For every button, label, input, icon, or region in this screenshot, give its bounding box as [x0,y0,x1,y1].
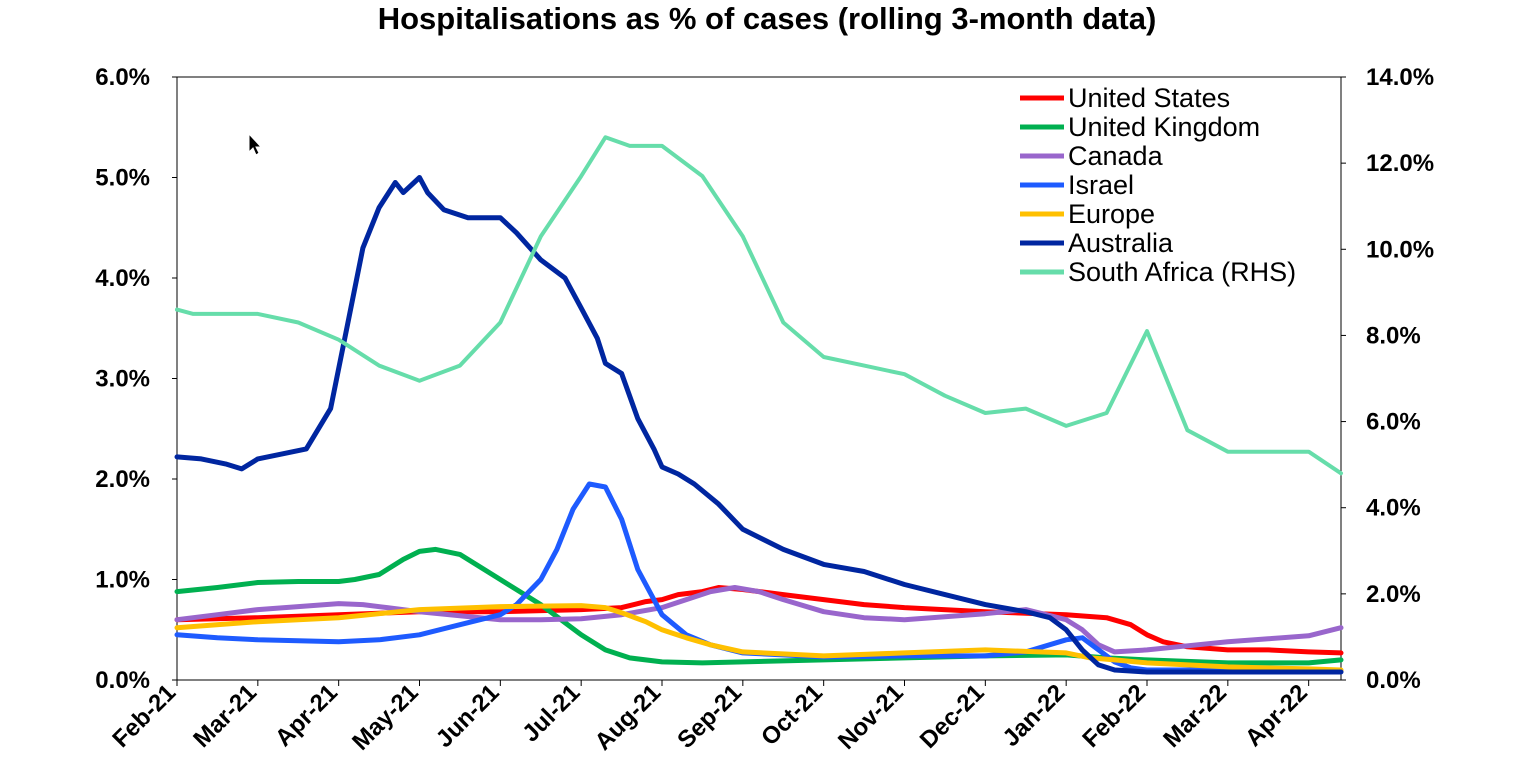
series-line-europe [174,603,1344,673]
y-right-tick-label: 14.0% [1366,64,1434,91]
series-line-canada [174,585,1344,655]
x-tick-label: Nov-21 [833,679,909,755]
y-right-tick-label: 12.0% [1366,150,1434,177]
series-lines [174,135,1344,675]
mouse-cursor-icon [248,132,263,156]
series-line-south-africa-rhs [175,135,1343,476]
x-tick-label: Jul-21 [517,679,585,747]
y-axis-left: 0.0% 1.0% 2.0% 3.0% 4.0% 5.0% 6.0% [95,64,177,694]
legend-label-australia: Australia [1068,228,1174,258]
legend-label-united-kingdom: United Kingdom [1068,112,1260,142]
y-left-tick-label: 5.0% [95,165,150,192]
y-axis-right: 0.0% 2.0% 4.0% 6.0% 8.0% 10.0% 12.0% 14.0% [1341,64,1434,694]
y-right-tick-label: 0.0% [1366,667,1421,694]
x-tick-label: Mar-21 [188,679,262,753]
x-tick-label: Dec-21 [915,679,990,754]
y-left-tick-label: 2.0% [95,466,150,493]
y-left-tick-label: 1.0% [95,567,150,594]
x-tick-label: Apr-21 [270,679,343,752]
x-tick-label: Aug-21 [590,679,667,756]
y-right-tick-label: 6.0% [1366,409,1421,436]
y-left-tick-label: 4.0% [95,265,150,292]
y-left-tick-label: 0.0% [95,667,150,694]
legend-label-canada: Canada [1068,141,1164,171]
x-tick-label: Jan-22 [998,679,1071,752]
y-left-tick-label: 3.0% [95,366,150,393]
legend-label-europe: Europe [1068,199,1155,229]
chart-title: Hospitalisations as % of cases (rolling … [378,1,1157,36]
y-right-tick-label: 10.0% [1366,236,1434,263]
x-tick-label: Oct-21 [756,679,828,751]
y-left-tick-label: 6.0% [95,64,150,91]
legend-label-united-states: United States [1068,83,1230,113]
x-tick-label: Sep-21 [672,679,747,754]
legend-label-israel: Israel [1068,170,1134,200]
x-axis: Feb-21 Mar-21 Apr-21 May-21 Jun-21 Jul-21 Aug-… [107,679,1312,756]
x-tick-label: Feb-22 [1077,679,1151,753]
x-tick-label: Mar-22 [1158,679,1232,753]
x-tick-label: Apr-22 [1240,679,1313,752]
x-tick-label: Jun-21 [431,679,505,753]
legend-label-south-africa-rhs: South Africa (RHS) [1068,257,1296,287]
x-tick-label: May-21 [347,679,424,756]
y-right-tick-label: 2.0% [1366,581,1421,608]
y-right-tick-label: 4.0% [1366,495,1421,522]
y-right-tick-label: 8.0% [1366,322,1421,349]
series-line-united-states [174,585,1344,656]
